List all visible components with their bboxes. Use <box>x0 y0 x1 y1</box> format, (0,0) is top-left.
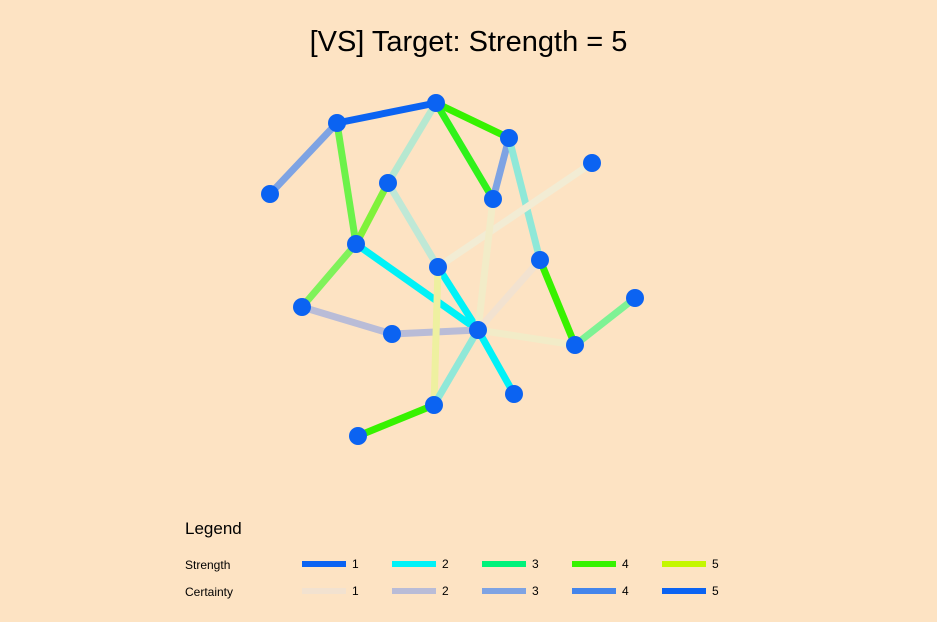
legend-strength-swatch <box>392 561 436 567</box>
graph-edge-n13-n15 <box>474 328 518 396</box>
chart-title: [VS] Target: Strength = 5 <box>309 26 628 58</box>
graph-edge-n1-n8 <box>333 122 360 245</box>
graph-edge-n14-n5 <box>572 295 638 348</box>
graph-edge-n1-n3 <box>267 120 340 197</box>
legend-strength-swatch <box>482 561 526 567</box>
legend-certainty-value: 2 <box>442 584 449 598</box>
legend-strength-item-1: 1 <box>302 557 359 571</box>
graph-node-n13[interactable] <box>469 321 487 339</box>
legend-title: Legend <box>185 519 242 538</box>
graph-edge-n11-n16 <box>430 266 442 406</box>
legend-strength-item-3: 3 <box>482 557 539 571</box>
legend-certainty-value: 3 <box>532 584 539 598</box>
legend-strength-label: Strength <box>185 558 231 572</box>
legend-certainty-swatch <box>302 588 346 594</box>
graph-node-n2[interactable] <box>500 129 518 147</box>
legend-strength-value: 5 <box>712 557 719 571</box>
legend-certainty-item-5: 5 <box>662 584 719 598</box>
legend-certainty-item-1: 1 <box>302 584 359 598</box>
legend-strength-item-4: 4 <box>572 557 629 571</box>
legend-certainty-value: 5 <box>712 584 719 598</box>
graph-edge-n8-n9 <box>299 241 359 310</box>
graph-edge-n13-n14 <box>477 326 576 349</box>
graph-edge-n0-n6 <box>432 101 497 201</box>
graph-node-n11[interactable] <box>429 258 447 276</box>
legend-strength-swatch <box>302 561 346 567</box>
legend-certainty-item-4: 4 <box>572 584 629 598</box>
graph-edge-n2-n6 <box>489 137 513 200</box>
graph-node-n7[interactable] <box>379 174 397 192</box>
graph-node-n8[interactable] <box>347 235 365 253</box>
legend-strength-item-2: 2 <box>392 557 449 571</box>
graph-edge-n0-n1 <box>336 99 437 127</box>
graph-edge-n13-n16 <box>430 328 482 407</box>
legend-certainty-item-2: 2 <box>392 584 449 598</box>
graph-node-n6[interactable] <box>484 190 502 208</box>
graph-node-n0[interactable] <box>427 94 445 112</box>
graph-node-n10[interactable] <box>531 251 549 269</box>
legend-strength-value: 3 <box>532 557 539 571</box>
legend-certainty-label: Certainty <box>185 585 234 599</box>
legend-strength-swatch <box>572 561 616 567</box>
graph-edge-n7-n11 <box>384 181 442 269</box>
graph-node-n14[interactable] <box>566 336 584 354</box>
graph-edge-n0-n2 <box>434 99 511 142</box>
graph-node-n17[interactable] <box>349 427 367 445</box>
legend-strength-item-5: 5 <box>662 557 719 571</box>
legend-certainty-value: 1 <box>352 584 359 598</box>
legend-certainty-value: 4 <box>622 584 629 598</box>
graph-edge-n8-n13 <box>353 241 481 333</box>
legend-certainty-item-3: 3 <box>482 584 539 598</box>
graph-edge-n6-n13 <box>474 198 497 331</box>
legend-certainty-swatch <box>572 588 616 594</box>
graph-edge-n9-n12 <box>300 303 394 338</box>
legend-certainty-swatch <box>662 588 706 594</box>
graph-node-n16[interactable] <box>425 396 443 414</box>
graph-node-n12[interactable] <box>383 325 401 343</box>
graph-node-n4[interactable] <box>583 154 601 172</box>
graph-edge-n0-n7 <box>384 101 440 185</box>
graph-edge-n4-n11 <box>436 160 594 270</box>
graph-edge-n10-n14 <box>536 258 579 347</box>
graph-edge-n16-n17 <box>356 401 436 440</box>
graph-node-n1[interactable] <box>328 114 346 132</box>
legend-certainty-swatch <box>392 588 436 594</box>
legend-strength-value: 1 <box>352 557 359 571</box>
graph-node-n9[interactable] <box>293 298 311 316</box>
graph-edge-n10-n13 <box>475 257 543 333</box>
node-layer <box>261 94 644 445</box>
graph-node-n3[interactable] <box>261 185 279 203</box>
network-graph <box>261 94 644 445</box>
edge-layer <box>267 99 638 440</box>
legend-certainty-swatch <box>482 588 526 594</box>
legend-strength-value: 4 <box>622 557 629 571</box>
legend-strength-swatch <box>662 561 706 567</box>
graph-edge-n11-n13 <box>435 265 481 332</box>
graph-edge-n7-n8 <box>352 181 392 246</box>
graph-edge-n2-n10 <box>505 137 544 261</box>
graph-node-n15[interactable] <box>505 385 523 403</box>
legend-strength-value: 2 <box>442 557 449 571</box>
graph-node-n5[interactable] <box>626 289 644 307</box>
